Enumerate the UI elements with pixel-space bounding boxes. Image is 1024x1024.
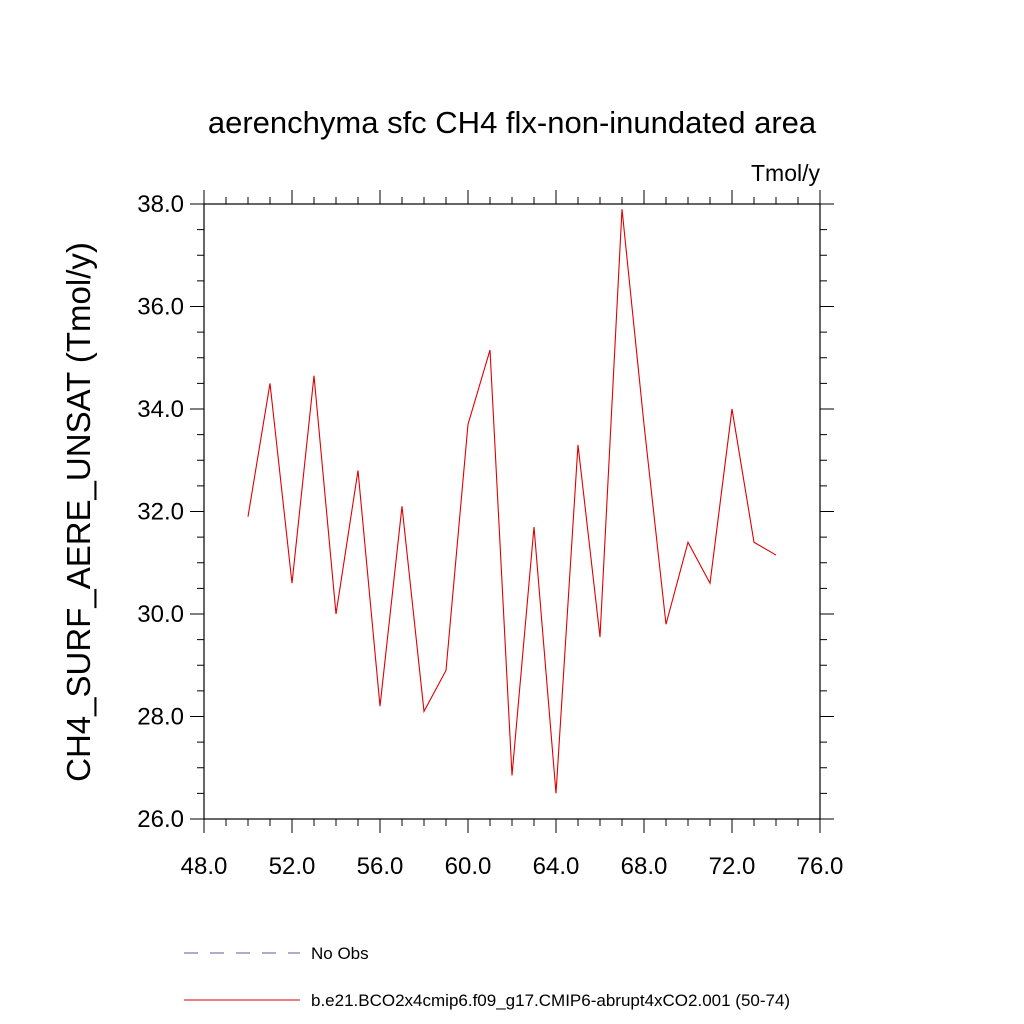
x-tick-label: 76.0 [797,853,844,880]
x-axis-ticks: 48.0 52.0 56.0 60.0 64.0 68.0 72.0 76.0 [181,190,844,880]
x-tick-label: 72.0 [709,853,756,880]
y-tick-label: 26.0 [137,806,184,833]
legend: No Obs b.e21.BCO2x4cmip6.f09_g17.CMIP6-ab… [184,944,790,1010]
legend-label: No Obs [311,944,369,963]
series-layer [247,209,777,794]
units-label: Tmol/y [751,160,821,186]
y-tick-label: 38.0 [137,191,184,218]
x-tick-label: 68.0 [621,853,668,880]
x-tick-label: 48.0 [181,853,228,880]
y-tick-label: 36.0 [137,294,184,321]
plot-frame [203,203,821,820]
y-axis-ticks: 26.0 28.0 30.0 32.0 34.0 36.0 38.0 [137,191,834,833]
y-tick-label: 28.0 [137,704,184,731]
series-line [247,209,777,794]
chart-title: aerenchyma sfc CH4 flx-non-inundated are… [208,105,817,140]
x-tick-label: 60.0 [445,853,492,880]
x-tick-label: 64.0 [533,853,580,880]
x-tick-label: 56.0 [357,853,404,880]
y-tick-label: 32.0 [137,499,184,526]
y-tick-label: 30.0 [137,601,184,628]
y-tick-label: 34.0 [137,396,184,423]
y-axis-label: CH4_SURF_AERE_UNSAT (Tmol/y) [60,242,97,782]
x-tick-label: 52.0 [269,853,316,880]
legend-label: b.e21.BCO2x4cmip6.f09_g17.CMIP6-abrupt4x… [311,991,790,1010]
